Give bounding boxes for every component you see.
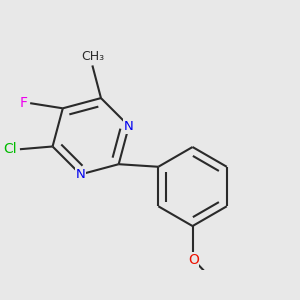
Text: CH₃: CH₃: [81, 50, 104, 63]
Text: N: N: [124, 119, 134, 133]
Text: O: O: [188, 253, 199, 267]
Text: F: F: [20, 96, 27, 110]
Text: Cl: Cl: [4, 142, 17, 156]
Text: N: N: [76, 168, 85, 181]
